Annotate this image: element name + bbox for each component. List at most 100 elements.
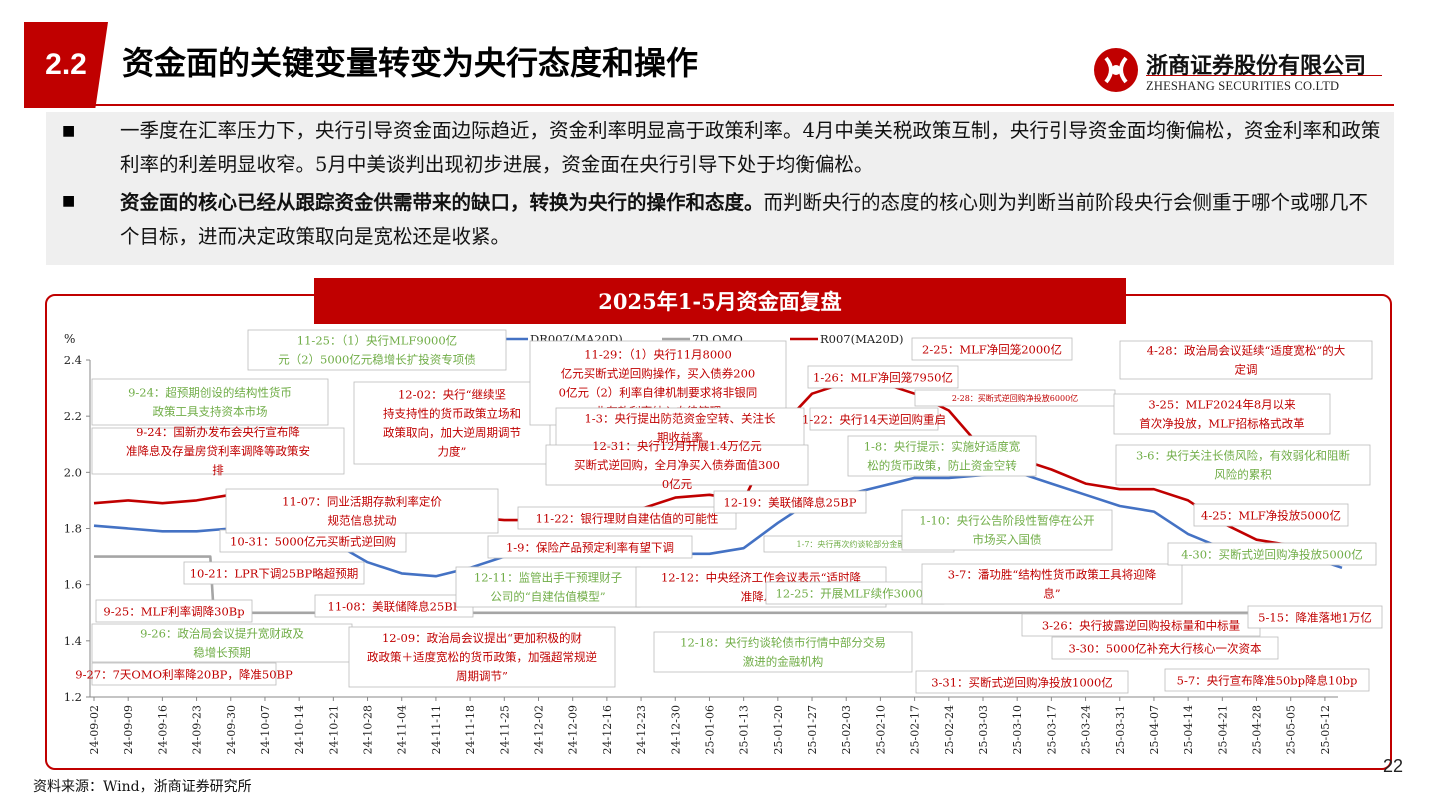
x-tick-label: 24-10-14 <box>293 705 306 754</box>
x-tick-label: 25-02-17 <box>909 705 922 754</box>
y-tick-label: 1.2 <box>64 690 82 704</box>
annotation-box <box>1164 668 1370 692</box>
x-tick-label: 24-12-16 <box>601 705 614 754</box>
annotation-box <box>91 623 353 663</box>
annotation-text: 政策工具支持资本市场 <box>153 405 268 419</box>
annotation-text: 12-11：监管出手干预理财子 <box>474 571 622 585</box>
annotation-box <box>517 506 737 530</box>
x-tick-label: 24-09-23 <box>191 705 204 754</box>
annotation-box <box>847 435 1037 477</box>
annotation-text: 12-25：开展MLF续作3000亿 <box>776 586 935 600</box>
annotation-text: 公司的“自建估值模型” <box>490 590 605 604</box>
annotation-text: 11-25：（1）央行MLF9000亿 <box>297 334 457 348</box>
header-divider <box>24 104 1394 106</box>
annotation-text: 11-08：美联储降息25BP <box>328 599 461 613</box>
y-tick-label: 2.2 <box>64 409 82 423</box>
y-tick-label: 2.0 <box>64 465 82 479</box>
y-tick-label: 2.4 <box>64 353 82 367</box>
annotation-text: 0亿元（2）利率自律机制要求将非银同 <box>559 386 758 400</box>
annotation-text: 1-8：央行提示：实施好适度宽 <box>864 440 1021 454</box>
annotation-text: 定调 <box>1235 363 1258 377</box>
annotation-text: 9-26：政治局会议提升宽财政及 <box>140 627 304 641</box>
x-tick-label: 24-10-07 <box>259 705 272 754</box>
x-tick-label: 25-01-06 <box>703 705 716 754</box>
source-note: 资料来源：Wind，浙商证券研究所 <box>33 779 252 795</box>
bullet-square-icon: ■ <box>62 123 76 139</box>
x-tick-label: 25-01-27 <box>806 705 819 754</box>
annotation-box <box>353 381 551 465</box>
annotation-box <box>1113 393 1331 435</box>
y-tick-label: 1.4 <box>64 634 82 648</box>
x-tick-label: 25-01-20 <box>772 705 785 754</box>
annotation-text: 3-25：MLF2024年8月以来 <box>1148 398 1296 412</box>
annotation-text: 风险的累积 <box>1214 468 1272 482</box>
logo-rule <box>1146 75 1382 76</box>
annotation-text: 11-22：银行理财自建估值的可能性 <box>536 511 719 525</box>
annotation-text: 1-3：央行提出防范资金空转、关注长 <box>584 412 776 426</box>
annotation-text: 9-25：MLF利率调降30Bp <box>103 604 244 618</box>
annotation-text: 持支持性的货币政策立场和 <box>383 407 521 421</box>
annotation-box <box>545 444 809 486</box>
annotation-box <box>809 407 939 431</box>
x-tick-label: 24-09-16 <box>156 705 169 754</box>
annotation-box <box>807 365 959 389</box>
x-tick-label: 24-12-23 <box>635 705 648 754</box>
annotation-box <box>225 488 499 534</box>
annotation-text: 1-7：央行再次约谈轮部分金融机构 <box>797 539 922 549</box>
legend-label: R007(MA20D) <box>820 332 904 346</box>
annotation-text: 息” <box>1043 587 1060 601</box>
x-tick-label: 24-11-11 <box>430 705 443 754</box>
annotation-text: 4-28：政治局会议延续“适度宽松”的大 <box>1147 344 1346 358</box>
y-tick-label: 1.6 <box>64 578 82 592</box>
annotation-text: 9-24：国新办发布会央行宣布降 <box>136 425 300 439</box>
x-tick-label: 25-03-24 <box>1080 705 1093 754</box>
x-tick-label: 25-03-10 <box>1011 705 1024 754</box>
annotation-text: 周期调节” <box>456 669 508 683</box>
chart-title: 2025年1-5月资金面复盘 <box>314 278 1126 324</box>
x-tick-label: 25-05-05 <box>1285 705 1298 754</box>
annotation-box <box>901 509 1113 551</box>
annotation-box <box>1167 542 1377 566</box>
zheshang-logo-icon <box>1094 48 1138 92</box>
x-tick-label: 24-12-30 <box>669 705 682 754</box>
annotation-text: 2-28：买断式逆回购净投放6000亿 <box>952 393 1078 403</box>
x-tick-label: 24-12-02 <box>532 705 545 754</box>
company-logo: 浙商证券股份有限公司 ZHESHANG SECURITIES CO.LTD <box>1092 46 1392 96</box>
annotation-text: 政政策＋适度宽松的货币政策，加强超常规逆 <box>367 650 597 664</box>
annotation-text: 12-02：央行“继续坚 <box>398 388 506 402</box>
annotation-text: 3-31：买断式逆回购净投放1000亿 <box>931 675 1113 689</box>
page-number: 22 <box>1383 756 1404 776</box>
annotation-text: 1-9：保险产品预定利率有望下调 <box>506 540 674 554</box>
annotation-text: 0亿元 <box>662 477 693 491</box>
annotation-text: 11-07：同业活期存款利率定价 <box>282 495 442 509</box>
x-tick-label: 24-11-18 <box>464 705 477 754</box>
annotation-box <box>653 631 913 673</box>
section-number: 2.2 <box>24 22 108 108</box>
annotation-box <box>183 561 365 585</box>
x-tick-label: 25-03-17 <box>1045 705 1058 754</box>
annotation-box <box>1115 444 1371 486</box>
bullet-1: 一季度在汇率压力下，央行引导资金面边际趋近，资金利率明显高于政策利率。4月中美关… <box>120 119 1381 176</box>
logo-cn-text: 浙商证券股份有限公司 <box>1146 53 1367 79</box>
annotation-text: 2-25：MLF净回笼2000亿 <box>922 342 1062 356</box>
x-tick-label: 25-01-13 <box>738 705 751 754</box>
annotation-text: 11-29：（1）央行11月8000 <box>584 348 732 362</box>
annotation-text: 买断式逆回购，全月净买入债券面值300 <box>574 458 780 472</box>
x-tick-label: 25-02-03 <box>840 705 853 754</box>
x-tick-label: 24-11-04 <box>396 705 409 754</box>
annotation-text: 12-12：中央经济工作会议表示“适时降 <box>661 571 862 585</box>
annotation-text: 3-7：潘功胜“结构性货币政策工具将迎降 <box>948 568 1157 582</box>
x-tick-label: 24-09-30 <box>225 705 238 754</box>
bullet-square-icon: ■ <box>62 193 76 209</box>
y-tick-label: 1.8 <box>64 522 82 536</box>
annotation-text: 松的货币政策，防止资金空转 <box>867 459 1017 473</box>
bullet-2: 资金面的核心已经从跟踪资金供需带来的缺口，转换为央行的操作和态度。而判断央行的态… <box>120 191 1369 248</box>
annotation-text: 力度” <box>438 445 467 459</box>
annotation-box <box>555 407 805 449</box>
annotation-box <box>348 626 616 688</box>
annotation-box <box>91 427 345 475</box>
x-tick-label: 24-09-09 <box>122 705 135 754</box>
annotation-text: 亿元买断式逆回购操作，买入债券200 <box>561 367 755 381</box>
x-tick-label: 24-09-02 <box>88 705 101 754</box>
annotation-text: 稳增长预期 <box>193 646 251 660</box>
